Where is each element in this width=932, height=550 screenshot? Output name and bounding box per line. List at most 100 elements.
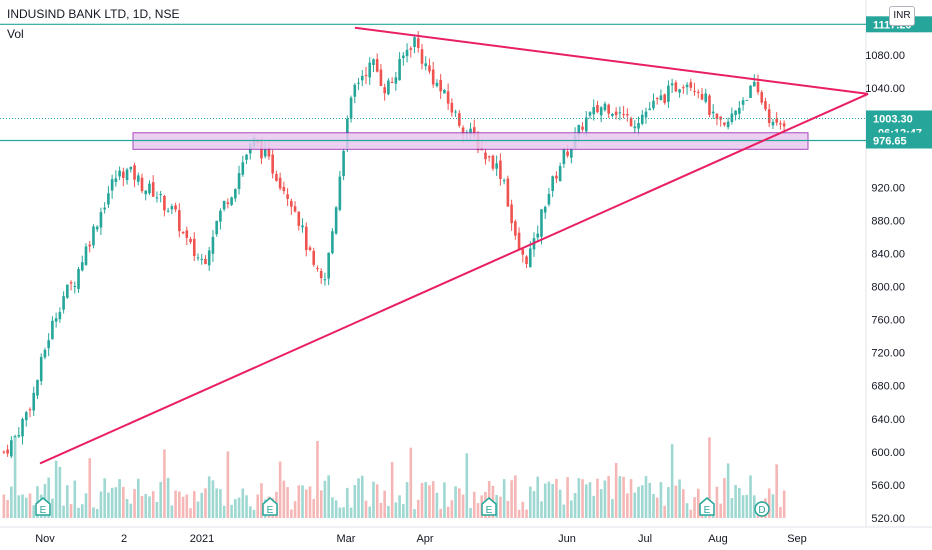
candle-body (58, 312, 62, 320)
x-tick-label: Nov (35, 533, 55, 545)
y-tick-label: 800.00 (871, 282, 905, 294)
price-tag-level (866, 132, 932, 149)
candle-body (704, 93, 708, 102)
volume-bar (301, 485, 304, 518)
candle-body (383, 87, 386, 94)
volume-bar (652, 494, 655, 518)
volume-bar (215, 488, 218, 518)
candle-body (648, 108, 652, 111)
x-tick-label: 2 (121, 533, 127, 545)
candle-body (622, 114, 625, 116)
volume-bar (525, 509, 528, 518)
volume-bar (547, 481, 551, 518)
volume-bar (499, 496, 502, 518)
earnings-marker (35, 497, 51, 516)
volume-bar (133, 489, 136, 518)
candle-body (316, 268, 319, 270)
volume-bar (670, 444, 674, 518)
candle-body (394, 77, 398, 84)
volume-bar (723, 478, 726, 518)
volume-bar (163, 449, 166, 518)
volume-bar (592, 495, 596, 518)
lower-trendline (39, 93, 869, 465)
candle-body (760, 92, 764, 103)
candle-body (398, 58, 401, 81)
volume-bar (346, 487, 349, 518)
candle-body (144, 190, 148, 195)
candle-body (226, 202, 230, 204)
volume-bar (342, 507, 345, 518)
candle-body (644, 111, 648, 118)
candle-body (711, 111, 715, 114)
candle-body (230, 197, 233, 205)
candle-body (125, 169, 129, 181)
volume-bar (640, 485, 644, 518)
candle-body (405, 49, 409, 57)
volume-bar (241, 488, 245, 518)
x-tick-label: Mar (337, 533, 356, 545)
y-tick-label: 760.00 (871, 315, 905, 327)
candle-body (189, 238, 192, 243)
candle-body (215, 220, 218, 235)
candle-body (588, 112, 592, 116)
volume-bar (207, 476, 211, 518)
earnings-marker (481, 497, 497, 516)
volume-bar (196, 501, 200, 518)
volume-bar (678, 479, 681, 518)
candle-body (685, 84, 689, 88)
candle-body (536, 233, 540, 238)
volume-bar (420, 482, 424, 518)
earnings-marker (262, 497, 278, 516)
volume-bar (372, 481, 375, 518)
volume-bar (629, 479, 633, 518)
volume-bar (77, 507, 80, 518)
volume-bar (431, 481, 435, 518)
candle-body (301, 225, 304, 228)
volume-bar (226, 451, 230, 518)
currency-button[interactable]: INR (889, 6, 915, 26)
candle-body (428, 65, 431, 72)
volume-bar (379, 502, 383, 518)
candle-body (334, 207, 338, 234)
candle-body (290, 200, 293, 207)
volume-bar (316, 440, 319, 518)
volume-bar (88, 458, 92, 518)
candle-body (263, 149, 267, 157)
candle-body (745, 99, 749, 101)
volume-bar (304, 489, 308, 518)
candle-body (151, 182, 155, 197)
volume-bar (144, 494, 148, 518)
candle-body (446, 91, 450, 104)
volume-bar (136, 478, 140, 518)
candle-body (245, 154, 248, 160)
volume-bar (752, 495, 756, 518)
candle-body (286, 194, 289, 199)
y-tick-label: 840.00 (871, 248, 905, 260)
volume-bar (696, 488, 700, 518)
candle-body (726, 121, 730, 128)
volume-bar (469, 507, 472, 518)
candle-body (700, 93, 704, 100)
volume-bar (416, 499, 420, 518)
volume-bar (181, 496, 185, 518)
volume-bar (409, 447, 413, 518)
candle-body (738, 107, 741, 114)
volume-bar (771, 494, 775, 518)
candle-body (342, 150, 345, 176)
candle-body (413, 37, 416, 47)
candle-body (360, 75, 364, 81)
volume-bar (514, 475, 517, 518)
candle-body (633, 126, 637, 129)
x-tick-label: 2021 (190, 533, 214, 545)
volume-bar (461, 494, 465, 518)
volume-bar (312, 499, 316, 518)
volume-bar (290, 509, 293, 518)
volume-bar (682, 489, 685, 518)
volume-bar (159, 481, 162, 518)
volume-bar (450, 500, 454, 518)
candle-body (278, 177, 282, 189)
volume-bar (349, 507, 353, 518)
candle-body (779, 123, 782, 125)
volume-bar (734, 485, 737, 518)
